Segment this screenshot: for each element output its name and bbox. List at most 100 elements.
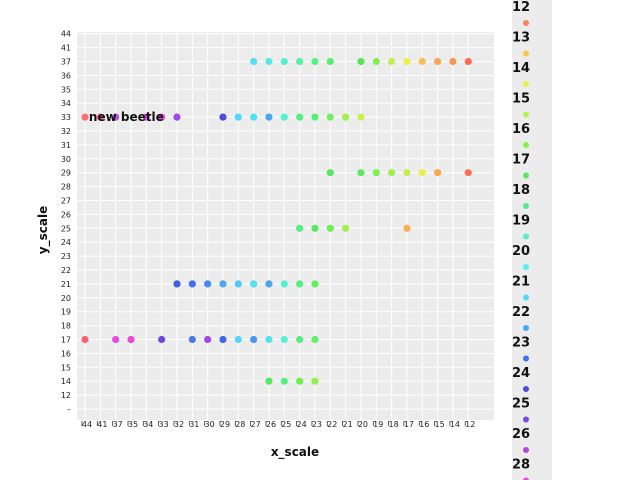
x-axis-ticks: 44 41 37 35 34 33 32 31 30 29 28 27 26 25 24 23 22 21 20 19… — [81, 420, 475, 429]
data-point — [280, 113, 288, 121]
data-point — [418, 57, 426, 66]
legend-swatch — [523, 20, 529, 26]
data-point — [265, 377, 273, 385]
x-tick-label: 29 — [220, 420, 230, 429]
y-tick-label: 15 — [61, 363, 71, 372]
data-point — [234, 280, 242, 288]
legend-swatch — [523, 447, 529, 453]
legend-swatch — [523, 325, 529, 331]
x-tick-label: 23 — [312, 420, 322, 429]
data-point — [372, 169, 380, 177]
data-point — [326, 113, 334, 121]
x-tick-label: 25 — [281, 420, 291, 429]
data-point — [296, 57, 304, 66]
data-point — [326, 224, 334, 232]
legend-swatch — [523, 477, 529, 480]
y-tick-label: 16 — [61, 349, 71, 358]
y-tick-label: 17 — [61, 336, 71, 345]
data-point — [388, 57, 396, 66]
annotation-label: new beetle — [89, 110, 164, 124]
y-tick-label: 25 — [61, 224, 71, 233]
x-tick-label: 21 — [343, 420, 353, 429]
x-tick-label: 27 — [251, 420, 261, 429]
data-point — [403, 169, 411, 177]
legend-swatch — [523, 264, 529, 270]
legend-swatch — [523, 142, 529, 148]
data-point — [449, 57, 457, 66]
y-tick-label: 22 — [61, 266, 71, 275]
y-tick-label: 27 — [61, 197, 71, 206]
x-tick-label: 19 — [373, 420, 383, 429]
y-tick-label: 30 — [61, 155, 71, 164]
legend-label: 21 — [512, 275, 530, 290]
legend-label: 17 — [512, 153, 530, 168]
legend-swatch — [523, 416, 529, 423]
data-point — [464, 169, 472, 177]
data-point — [372, 57, 380, 66]
data-point — [433, 169, 442, 177]
data-point — [418, 169, 426, 177]
y-tick-label: 20 — [61, 294, 71, 303]
data-point — [280, 377, 288, 385]
data-point — [296, 224, 304, 232]
data-point — [250, 57, 258, 66]
data-point — [204, 335, 212, 344]
data-point — [357, 169, 365, 177]
legend-swatch — [523, 355, 529, 362]
legend-label: 24 — [512, 366, 530, 381]
legend-label: 26 — [512, 427, 530, 442]
data-point — [219, 280, 227, 288]
x-tick-label: 15 — [434, 420, 444, 429]
y-tick-label: 34 — [61, 99, 71, 108]
data-point — [280, 57, 288, 66]
legend-label: 28 — [512, 458, 530, 473]
data-point — [173, 113, 181, 121]
data-point — [311, 377, 319, 385]
legend-swatch — [523, 203, 529, 209]
legend-label: 18 — [512, 183, 530, 198]
data-point — [250, 280, 258, 288]
data-point — [403, 57, 411, 66]
data-point — [127, 335, 135, 344]
y-tick-label: 19 — [61, 308, 71, 317]
legend-label: 12 — [512, 0, 530, 15]
data-point — [234, 335, 242, 344]
data-point — [158, 113, 166, 121]
x-tick-label: 30 — [205, 420, 215, 429]
data-point — [296, 113, 304, 121]
x-tick-label: 34 — [143, 420, 153, 429]
legend-swatch — [523, 172, 529, 179]
x-tick-label: 20 — [358, 420, 368, 429]
x-axis-title: x_scale — [271, 445, 319, 460]
y-tick-label: 31 — [61, 141, 71, 150]
data-point — [219, 113, 227, 121]
data-point — [173, 280, 181, 288]
x-tick-label: 31 — [189, 420, 199, 429]
data-point — [342, 113, 350, 121]
y-tick-label: 44 — [61, 30, 71, 39]
data-point — [311, 113, 319, 121]
data-point — [357, 57, 365, 66]
data-point — [296, 377, 304, 385]
legend-label: 22 — [512, 305, 530, 320]
legend-swatch — [523, 81, 529, 87]
plot-area — [77, 32, 494, 420]
y-tick-label: 35 — [61, 85, 71, 94]
data-point — [250, 335, 258, 344]
data-point — [311, 224, 319, 232]
data-point — [342, 224, 350, 232]
y-tick-label: 32 — [61, 127, 71, 136]
x-tick-label: 17 — [404, 420, 414, 429]
data-point — [357, 113, 365, 121]
legend-label: 13 — [512, 31, 530, 46]
data-point — [296, 280, 304, 288]
data-point — [250, 113, 258, 121]
legend-swatch — [523, 294, 529, 301]
data-point — [112, 113, 120, 121]
y-axis-title: y_scale — [36, 206, 51, 254]
data-point — [96, 113, 104, 121]
x-tick-label: 44 — [82, 420, 92, 429]
data-point — [311, 335, 319, 344]
data-point — [158, 335, 166, 344]
